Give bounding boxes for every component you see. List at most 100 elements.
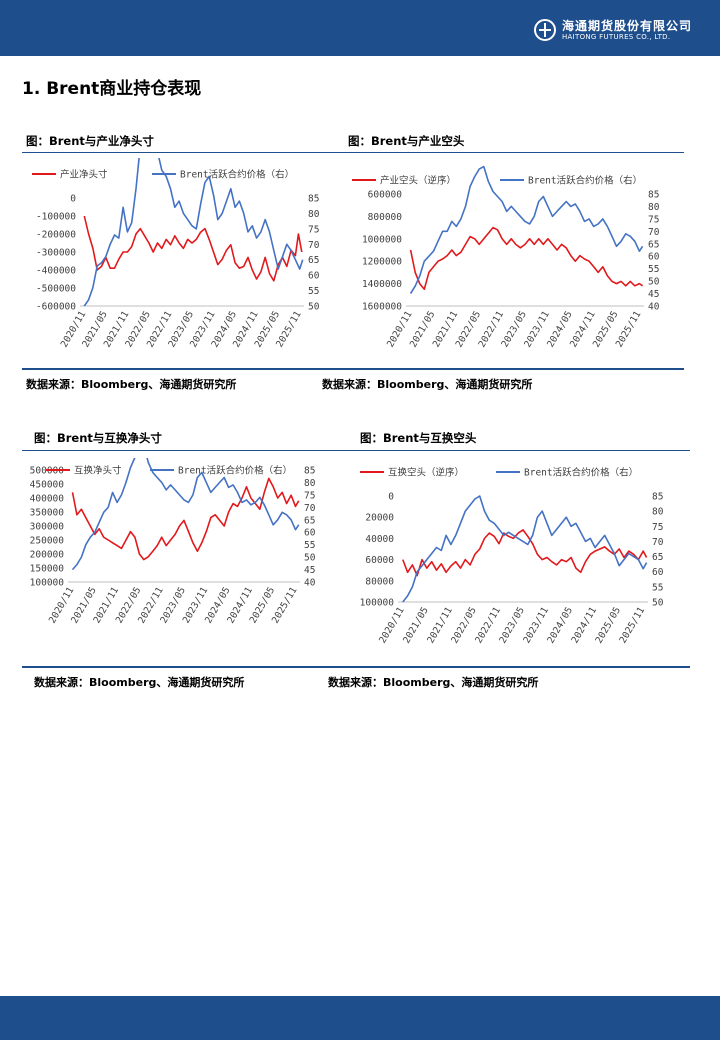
right-axis-tick-label: 75 — [304, 490, 315, 501]
right-axis-tick-label: 65 — [304, 515, 315, 526]
series-line-brent-price — [71, 458, 300, 571]
right-axis-tick-label: 80 — [648, 202, 660, 213]
left-axis-tick-label: 600000 — [368, 190, 403, 201]
left-axis-tick-label: 80000 — [365, 576, 394, 587]
left-axis-tick-label: 200000 — [30, 550, 65, 561]
left-axis-tick-label: 0 — [388, 492, 394, 503]
company-logo: 海通期货股份有限公司 HAITONG FUTURES CO., LTD. — [533, 16, 692, 44]
right-axis-tick-label: 50 — [308, 302, 320, 313]
figure-2-top-rule — [340, 152, 684, 153]
right-axis-tick-label: 80 — [304, 478, 316, 489]
left-axis-tick-label: 20000 — [365, 513, 394, 524]
left-axis-tick-label: 800000 — [368, 212, 403, 223]
right-axis-tick-label: 60 — [648, 252, 660, 263]
figure-4-top-rule — [336, 450, 690, 451]
legend-label: 互换净头寸 — [74, 465, 122, 477]
header-bar: 海通期货股份有限公司 HAITONG FUTURES CO., LTD. — [0, 0, 720, 56]
left-axis-tick-label: -300000 — [36, 248, 76, 259]
right-axis-tick-label: 85 — [304, 466, 315, 477]
right-axis-tick-label: 55 — [308, 286, 319, 297]
right-axis-tick-label: 55 — [652, 582, 663, 593]
logo-chinese-name: 海通期货股份有限公司 — [561, 18, 692, 33]
figure-1-source: 数据来源：Bloomberg、海通期货研究所 — [26, 378, 237, 391]
figure-4-source: 数据来源：Bloomberg、海通期货研究所 — [328, 676, 539, 689]
left-axis-tick-label: 0 — [70, 194, 76, 205]
left-axis-tick-label: 400000 — [30, 494, 65, 505]
legend-label: Brent活跃合约价格（右） — [528, 175, 642, 187]
figure-1-title: 图：Brent与产业净头寸 — [26, 134, 154, 148]
figure-4-title: 图：Brent与互换空头 — [360, 431, 477, 445]
right-axis-tick-label: 70 — [648, 227, 660, 238]
series-line-positions — [71, 477, 300, 561]
left-axis-tick-label: 450000 — [30, 480, 65, 491]
left-axis-tick-label: 60000 — [365, 555, 394, 566]
left-axis-tick-label: -100000 — [36, 212, 76, 223]
left-axis-tick-label: 1000000 — [362, 234, 402, 245]
left-axis-tick-label: -600000 — [36, 302, 76, 313]
right-axis-tick-label: 65 — [652, 552, 663, 563]
logo-icon — [533, 19, 556, 41]
series-line-brent-price — [409, 165, 644, 295]
right-axis-tick-label: 55 — [648, 264, 659, 275]
right-axis-tick-label: 75 — [308, 224, 319, 235]
chart-2: 600000 800000 1000000 1200000 1400000 1600000… — [352, 165, 660, 349]
logo-english-name: HAITONG FUTURES CO., LTD. — [561, 32, 671, 41]
figure-1-top-rule — [22, 152, 340, 153]
right-axis-tick-label: 70 — [652, 537, 664, 548]
right-axis-tick-label: 80 — [308, 209, 320, 220]
figure-3-source: 数据来源：Bloomberg、海通期货研究所 — [34, 676, 245, 689]
chart-4: 0 20000 40000 60000 80000 100000 85 80 75 70 65 60 5… — [360, 467, 664, 646]
right-axis-tick-label: 70 — [304, 503, 316, 514]
figure-2-title: 图：Brent与产业空头 — [348, 134, 465, 148]
series-line-brent-price — [402, 495, 648, 603]
right-axis-tick-label: 50 — [648, 277, 660, 288]
right-axis-tick-label: 50 — [304, 553, 316, 564]
legend-label: Brent活跃合约价格（右） — [524, 467, 638, 479]
right-axis-tick-label: 40 — [648, 302, 660, 313]
right-axis-tick-label: 60 — [652, 567, 664, 578]
left-axis-tick-label: 350000 — [30, 508, 65, 519]
left-axis-tick-label: 300000 — [30, 522, 65, 533]
left-axis-tick-label: 1400000 — [362, 279, 402, 290]
figure-3-top-rule — [22, 450, 336, 451]
right-axis-tick-label: 50 — [652, 598, 664, 609]
left-axis-tick-label: 100000 — [30, 578, 65, 589]
left-axis-tick-label: 1200000 — [362, 257, 402, 268]
legend-label: Brent活跃合约价格（右） — [180, 169, 294, 181]
left-axis-tick-label: -400000 — [36, 266, 76, 277]
series-line-positions — [402, 529, 648, 577]
legend-label: Brent活跃合约价格（右） — [178, 465, 292, 477]
right-axis-tick-label: 80 — [652, 507, 664, 518]
left-axis-tick-label: 1600000 — [362, 302, 402, 313]
right-axis-tick-label: 65 — [648, 239, 659, 250]
right-axis-tick-label: 60 — [308, 271, 320, 282]
right-axis-tick-label: 65 — [308, 255, 319, 266]
series-line-brent-price — [83, 158, 304, 307]
right-axis-tick-label: 75 — [648, 214, 659, 225]
right-axis-tick-label: 70 — [308, 240, 320, 251]
left-axis-tick-label: 40000 — [365, 534, 394, 545]
right-axis-tick-label: 45 — [648, 289, 659, 300]
chart-3: 5000004500004000003500003000002500002000… — [30, 458, 316, 625]
right-axis-tick-label: 60 — [304, 528, 316, 539]
section-title: 1. Brent商业持仓表现 — [22, 79, 202, 99]
left-axis-tick-label: 150000 — [30, 564, 65, 575]
figure-3-title: 图：Brent与互换净头寸 — [34, 431, 162, 445]
legend-label: 互换空头（逆序） — [388, 467, 464, 479]
figure-2-bottom-rule — [340, 368, 684, 370]
right-axis-tick-label: 85 — [652, 492, 663, 503]
legend-label: 产业空头（逆序） — [380, 175, 456, 187]
right-axis-tick-label: 75 — [652, 522, 663, 533]
series-line-positions — [409, 226, 644, 290]
right-axis-tick-label: 85 — [308, 194, 319, 205]
right-axis-tick-label: 40 — [304, 578, 316, 589]
right-axis-tick-label: 55 — [304, 540, 315, 551]
figure-1-bottom-rule — [22, 368, 340, 370]
figure-2-source: 数据来源：Bloomberg、海通期货研究所 — [322, 378, 533, 391]
right-axis-tick-label: 45 — [304, 565, 315, 576]
left-axis-tick-label: 250000 — [30, 536, 65, 547]
chart-1: 0 -100000 -200000 -300000 -400000 -500000 -600… — [32, 158, 320, 349]
series-line-positions — [83, 215, 303, 282]
left-axis-tick-label: 100000 — [360, 598, 395, 609]
left-axis-tick-label: -200000 — [36, 230, 76, 241]
